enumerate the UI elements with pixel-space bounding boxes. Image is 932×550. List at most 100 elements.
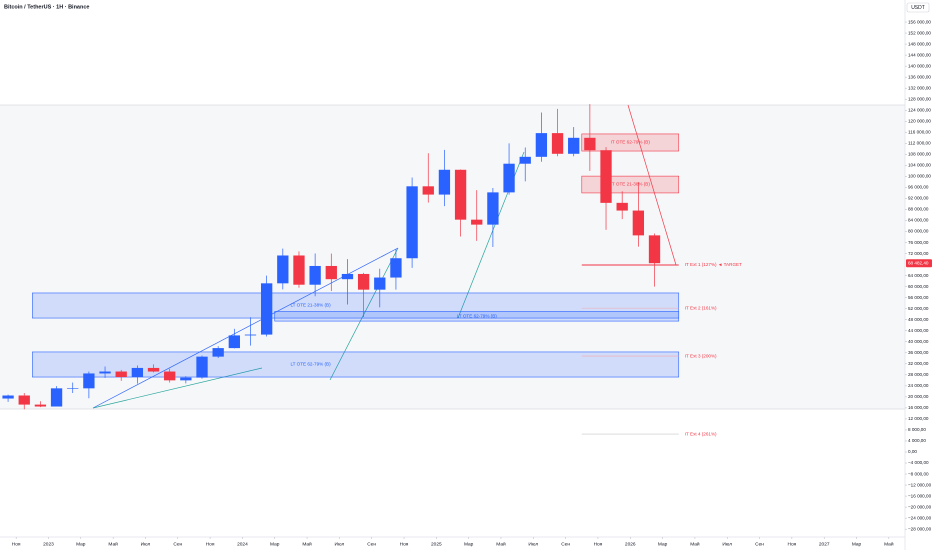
y-tick-label: 0,00	[908, 449, 917, 454]
x-tick-label: Май	[108, 540, 118, 547]
y-tick-label: 144 000,00	[908, 52, 931, 57]
y-tick-label: −12 000,00	[908, 482, 932, 487]
y-tick-label: 76 000,00	[908, 240, 929, 245]
y-tick-label: 12 000,00	[908, 416, 929, 421]
zone-label: IT OTE 62-79% (B)	[611, 140, 651, 145]
y-tick-label: 36 000,00	[908, 350, 929, 355]
zone-label: IT OTE 21-38% (B)	[611, 182, 651, 187]
trend-line	[92, 367, 263, 409]
y-tick-label: 40 000,00	[908, 339, 929, 344]
y-tick-label: 32 000,00	[908, 361, 929, 366]
symbol-title: Bitcoin / TetherUS · 1H · Binance	[4, 4, 89, 10]
y-tick-label: 16 000,00	[908, 405, 929, 410]
x-tick-label: Сен	[561, 541, 570, 547]
candle-body	[390, 258, 402, 278]
trend-line	[329, 247, 399, 381]
zone-label: LT OTE 21-38% (B)	[290, 303, 331, 308]
zone	[32, 292, 680, 319]
x-tick-label: 2024	[237, 541, 248, 547]
y-tick-label: −4 000,00	[908, 460, 929, 465]
candle-body	[632, 210, 645, 236]
y-tick-label: −16 000,00	[908, 493, 932, 498]
candle-body	[244, 334, 257, 336]
x-tick-label: Ноя	[206, 541, 215, 547]
y-tick-label: 28 000,00	[908, 372, 929, 377]
zone	[32, 351, 680, 378]
currency-label[interactable]: USDT	[911, 5, 925, 11]
y-tick-label: 120 000,00	[908, 118, 931, 123]
y-tick-label: 148 000,00	[908, 41, 931, 46]
y-tick-label: 112 000,00	[908, 141, 931, 146]
candle-body	[406, 186, 418, 259]
x-tick-label: Июл	[141, 541, 151, 547]
y-tick-label: −28 000,00	[908, 526, 932, 531]
y-tick-label: −24 000,00	[908, 515, 932, 520]
candle-body	[99, 371, 111, 374]
candle-body	[535, 133, 548, 157]
x-tick-label: Май	[302, 540, 312, 547]
x-tick-label: 2026	[625, 541, 636, 547]
x-tick-label: Май	[496, 540, 506, 547]
y-tick-label: 20 000,00	[908, 394, 929, 399]
candle-body	[374, 277, 386, 290]
y-tick-label: 128 000,00	[908, 96, 931, 101]
candle-body	[34, 404, 47, 407]
y-tick-label: −8 000,00	[908, 471, 929, 476]
level-label: IT Ext 4 (261%)	[685, 431, 717, 436]
level-label: IT Ext 2 (161%)	[685, 305, 717, 310]
y-tick-label: 152 000,00	[908, 30, 931, 35]
y-tick-label: 4 000,00	[908, 438, 926, 443]
candle-body	[357, 273, 370, 290]
y-tick-label: 140 000,00	[908, 63, 931, 68]
x-tick-label: Сен	[173, 541, 182, 547]
last-price-label: 68 482,40	[908, 260, 929, 265]
x-tick-label: 2025	[431, 541, 442, 547]
y-tick-label: 100 000,00	[908, 174, 931, 179]
x-tick-label: Июл	[722, 541, 732, 547]
y-tick-label: 96 000,00	[908, 185, 929, 190]
y-tick-label: 64 000,00	[908, 273, 929, 278]
range-band	[0, 105, 905, 409]
candle-body	[487, 192, 499, 225]
candle-body	[568, 137, 580, 154]
candle-body	[164, 371, 176, 381]
trend-line	[627, 104, 677, 266]
y-tick-label: 44 000,00	[908, 328, 929, 333]
zone-label: LT OTE 62-79% (B)	[457, 313, 498, 318]
y-tick-label: 8 000,00	[908, 427, 926, 432]
x-tick-label: Мар	[658, 541, 668, 547]
candle-body	[519, 156, 531, 164]
candle-body	[196, 356, 208, 378]
x-tick-label: Июл	[528, 541, 538, 547]
candle-body	[147, 367, 160, 372]
candle-body	[454, 169, 467, 220]
x-tick-label: Мар	[270, 541, 280, 547]
level-label: IT Ext 1 (127%) ◄ TARGET	[685, 262, 742, 267]
x-tick-label: Ноя	[594, 541, 603, 547]
x-tick-label: Ноя	[788, 541, 797, 547]
y-tick-label: 156 000,00	[908, 19, 931, 24]
candle-body	[341, 273, 354, 280]
candle-body	[83, 373, 95, 389]
candle-body	[115, 371, 127, 378]
candle-body	[277, 255, 289, 284]
candle-body	[422, 186, 434, 195]
x-tick-label: Май	[690, 540, 700, 547]
candle-body	[293, 255, 305, 285]
x-tick-label: Сен	[367, 541, 376, 547]
currency-button[interactable]	[906, 2, 930, 13]
zone	[581, 133, 680, 152]
y-tick-label: 52 000,00	[908, 306, 929, 311]
x-tick-label: Мар	[852, 541, 862, 547]
x-tick-label: Мар	[464, 541, 474, 547]
candle-body	[228, 335, 240, 349]
x-tick-label: Сен	[755, 541, 764, 547]
candle-body	[616, 202, 628, 211]
y-tick-label: 132 000,00	[908, 85, 931, 90]
y-tick-label: 24 000,00	[908, 383, 929, 388]
y-tick-label: 84 000,00	[908, 218, 929, 223]
x-tick-label: 2027	[819, 541, 830, 547]
y-tick-label: 108 000,00	[908, 152, 931, 157]
candle-body	[18, 395, 30, 405]
candle-body	[600, 150, 612, 203]
